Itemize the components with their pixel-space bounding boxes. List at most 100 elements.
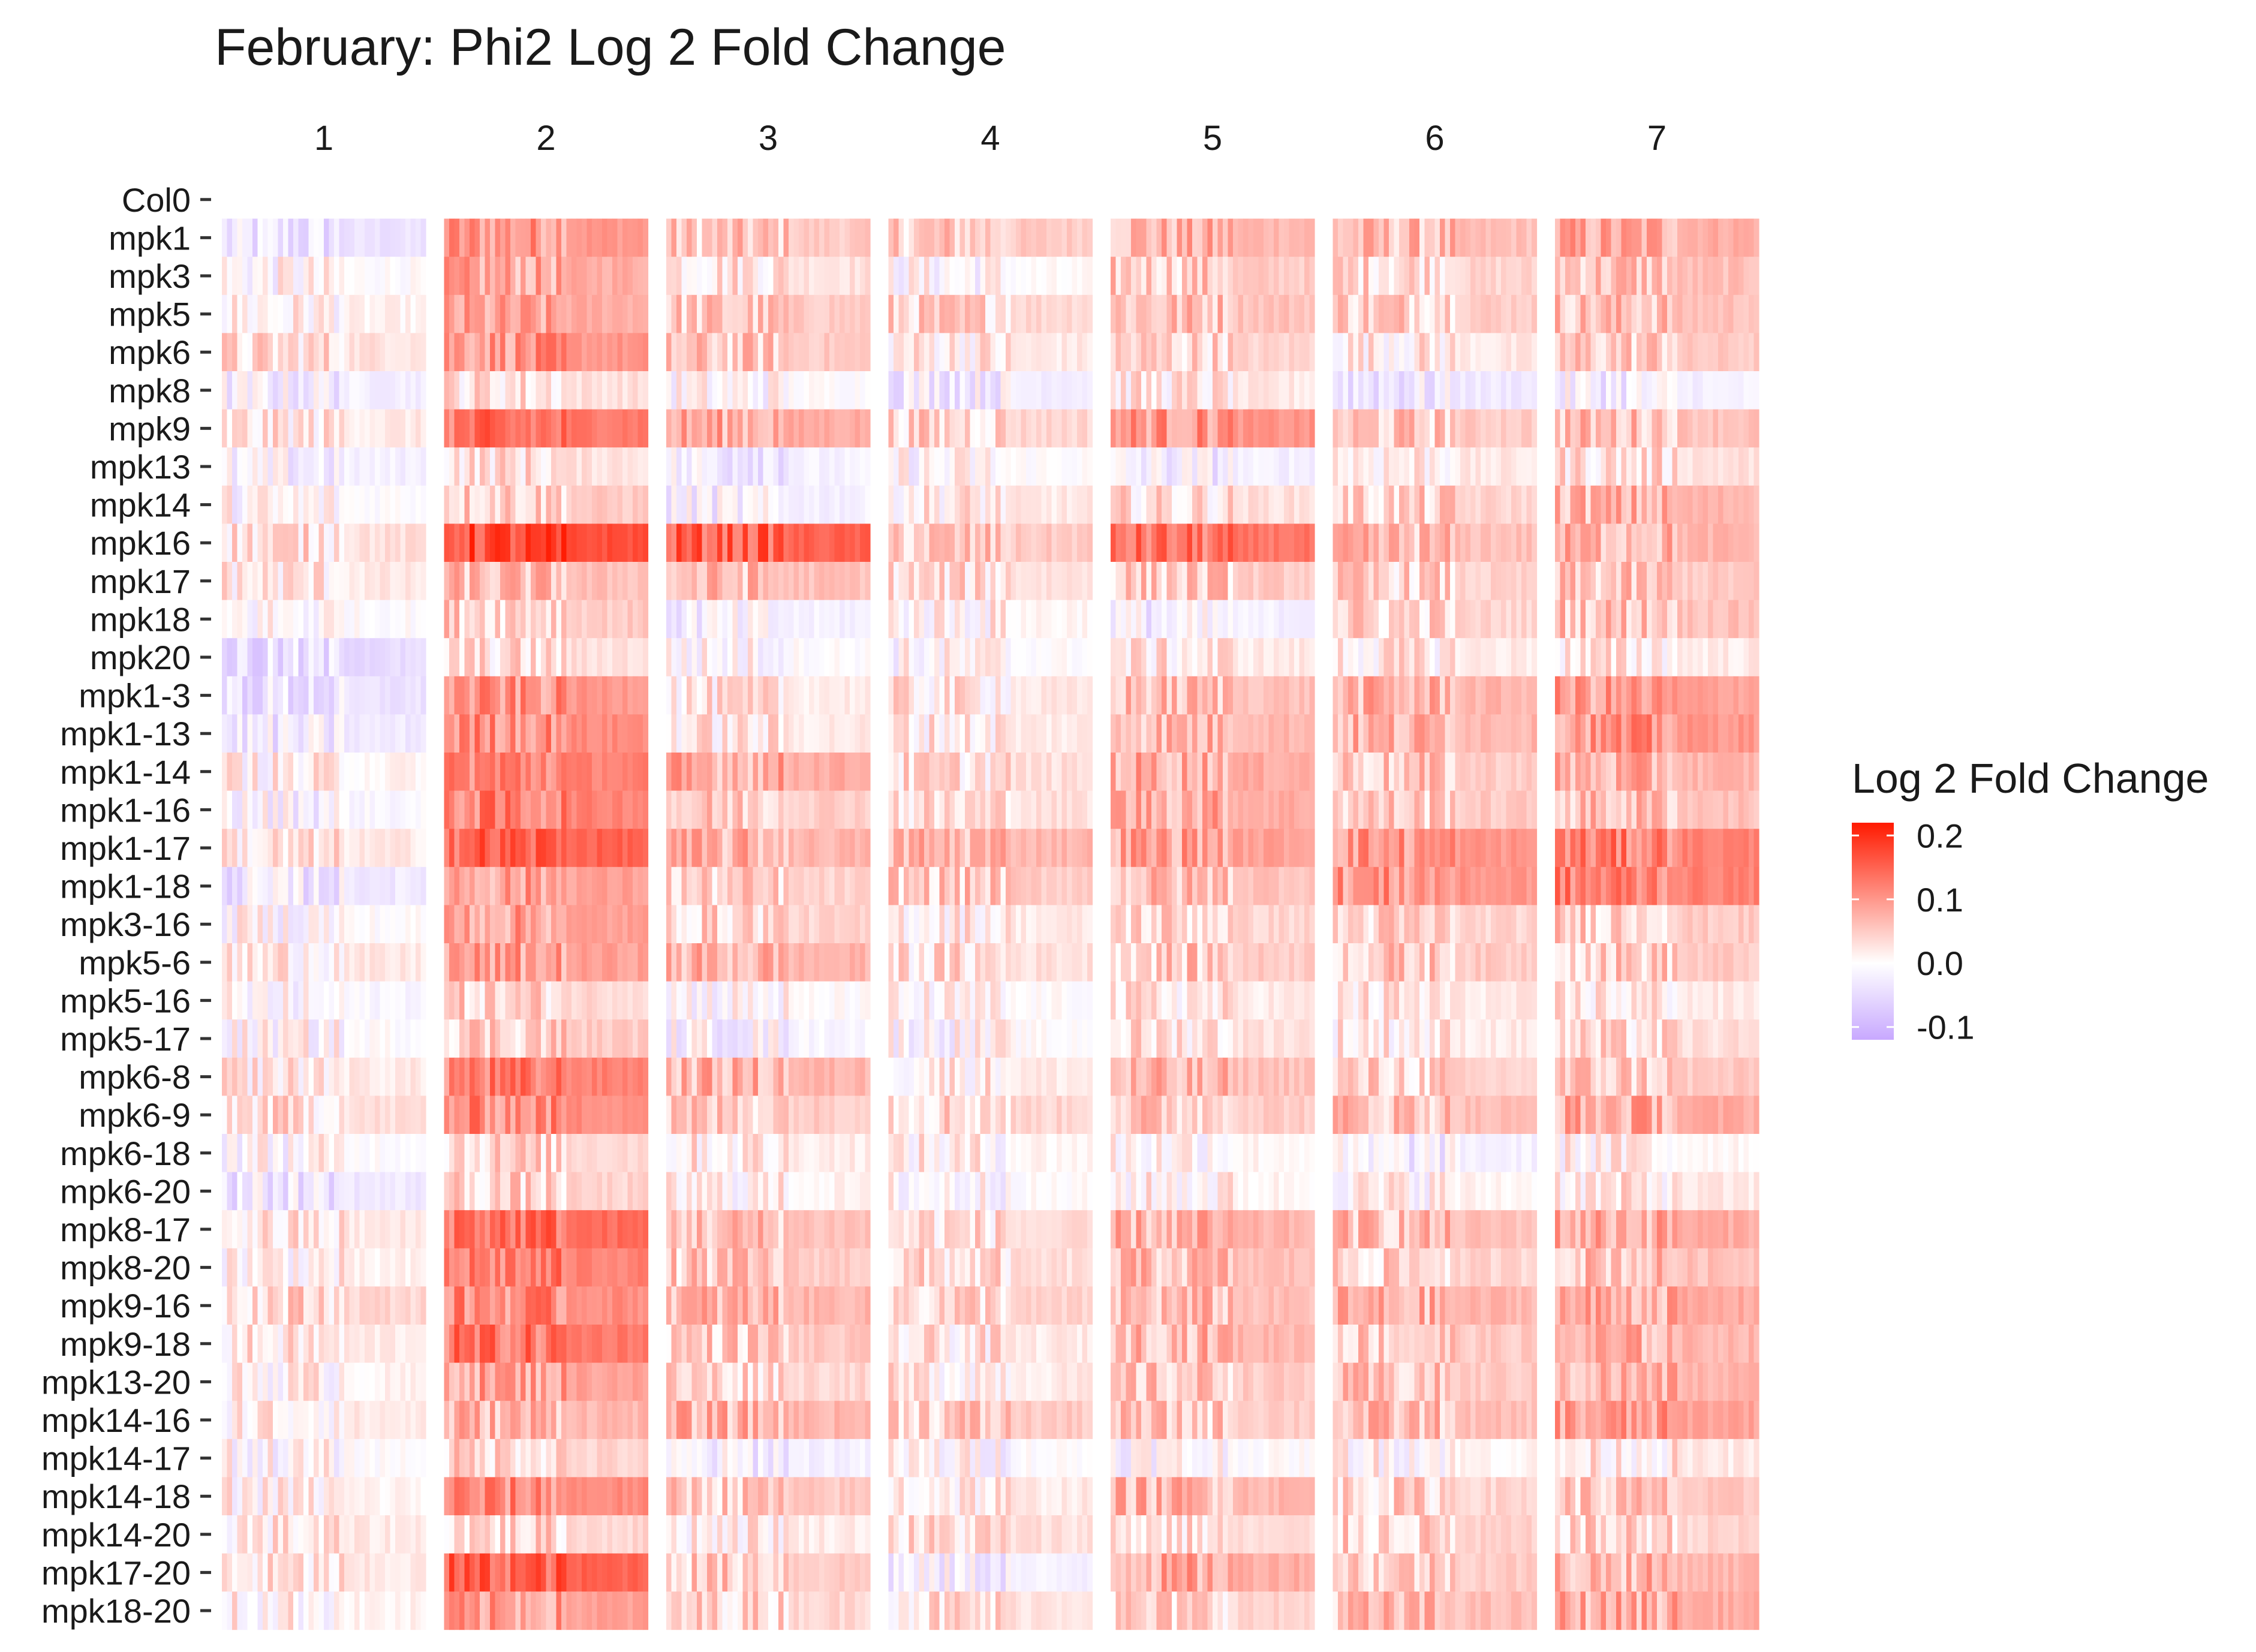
heat-cell	[930, 753, 935, 791]
heat-cell	[510, 753, 516, 791]
heat-cell	[1708, 295, 1713, 333]
heat-cell	[395, 791, 401, 829]
heat-cell	[557, 829, 562, 867]
heat-cell	[717, 791, 723, 829]
heat-cell	[536, 829, 542, 867]
heat-cell	[1652, 714, 1658, 753]
heat-cell	[329, 753, 335, 791]
heat-cell	[455, 257, 460, 295]
heat-cell	[1399, 219, 1404, 257]
heat-cell	[1036, 829, 1042, 867]
heat-cell	[1187, 257, 1193, 295]
heat-cell	[557, 257, 562, 295]
heat-cell	[980, 371, 986, 410]
heat-cell	[1560, 295, 1566, 333]
heat-cell	[339, 333, 345, 371]
heat-cell	[1409, 257, 1415, 295]
heat-cell	[227, 523, 233, 562]
heat-cell	[1581, 295, 1586, 333]
heat-cell	[855, 410, 861, 448]
heat-cell	[1338, 371, 1343, 410]
heat-cell	[612, 447, 618, 486]
heat-cell	[666, 753, 672, 791]
heat-cell	[930, 295, 935, 333]
heat-cell	[1042, 676, 1047, 715]
heat-cell	[278, 562, 284, 600]
heat-cell	[850, 486, 855, 524]
heat-cell	[1021, 791, 1027, 829]
heat-cell	[299, 753, 304, 791]
heat-cell	[687, 333, 692, 371]
heat-cell	[1343, 753, 1349, 791]
heat-cell	[1575, 638, 1581, 676]
heat-cell	[1294, 676, 1300, 715]
heat-cell	[1208, 447, 1213, 486]
heat-cell	[727, 829, 733, 867]
heat-cell	[1450, 219, 1455, 257]
heat-cell	[278, 410, 284, 448]
heat-cell	[944, 791, 950, 829]
heat-cell	[804, 523, 810, 562]
heat-cell	[743, 676, 748, 715]
heat-cell	[819, 410, 825, 448]
heat-cell	[712, 867, 718, 905]
heat-cell	[1162, 257, 1167, 295]
heat-cell	[465, 486, 470, 524]
heat-cell	[743, 753, 748, 791]
heat-cell	[1333, 676, 1338, 715]
heat-cell	[955, 295, 960, 333]
heat-cell	[909, 219, 915, 257]
heat-cell	[1445, 333, 1451, 371]
heat-cell	[748, 753, 753, 791]
heat-cell	[1657, 486, 1662, 524]
heat-cell	[1087, 295, 1093, 333]
heat-cell	[1338, 829, 1343, 867]
heat-cell	[865, 486, 871, 524]
heat-cell	[889, 867, 894, 905]
heat-cell	[1052, 600, 1057, 639]
heat-cell	[299, 562, 304, 600]
heat-cell	[334, 371, 339, 410]
heat-cell	[1517, 410, 1522, 448]
heat-cell	[944, 410, 950, 448]
heat-cell	[899, 867, 904, 905]
heat-cell	[702, 638, 708, 676]
heat-cell	[475, 867, 480, 905]
heat-cell	[370, 638, 375, 676]
heat-cell	[1379, 676, 1384, 715]
heat-cell	[809, 486, 814, 524]
heat-cell	[1581, 486, 1586, 524]
heat-cell	[571, 638, 577, 676]
heat-cell	[490, 486, 495, 524]
heat-cell	[1198, 676, 1203, 715]
heat-cell	[465, 219, 470, 257]
heat-cell	[455, 333, 460, 371]
heat-cell	[738, 447, 743, 486]
heat-cell	[506, 295, 511, 333]
heat-cell	[1667, 257, 1673, 295]
heat-cell	[1087, 600, 1093, 639]
heat-cell	[485, 676, 491, 715]
heat-cell	[753, 562, 759, 600]
heat-cell	[1683, 257, 1688, 295]
heat-cell	[1486, 295, 1491, 333]
heat-cell	[1718, 829, 1723, 867]
heat-cell	[799, 410, 804, 448]
heat-cell	[1249, 714, 1254, 753]
heat-cell	[1606, 295, 1611, 333]
heat-cell	[1527, 714, 1532, 753]
heat-cell	[1571, 257, 1576, 295]
heat-cell	[1723, 295, 1729, 333]
heat-cell	[1389, 333, 1394, 371]
heat-cell	[1031, 791, 1037, 829]
heat-cell	[894, 638, 899, 676]
heat-cell	[1749, 523, 1754, 562]
heat-cell	[1677, 676, 1683, 715]
heat-cell	[1419, 676, 1425, 715]
heat-cell	[1213, 523, 1218, 562]
heat-cell	[607, 371, 613, 410]
heat-cell	[500, 600, 506, 639]
heat-cell	[571, 219, 577, 257]
heat-cell	[1575, 295, 1581, 333]
heat-cell	[1279, 333, 1285, 371]
